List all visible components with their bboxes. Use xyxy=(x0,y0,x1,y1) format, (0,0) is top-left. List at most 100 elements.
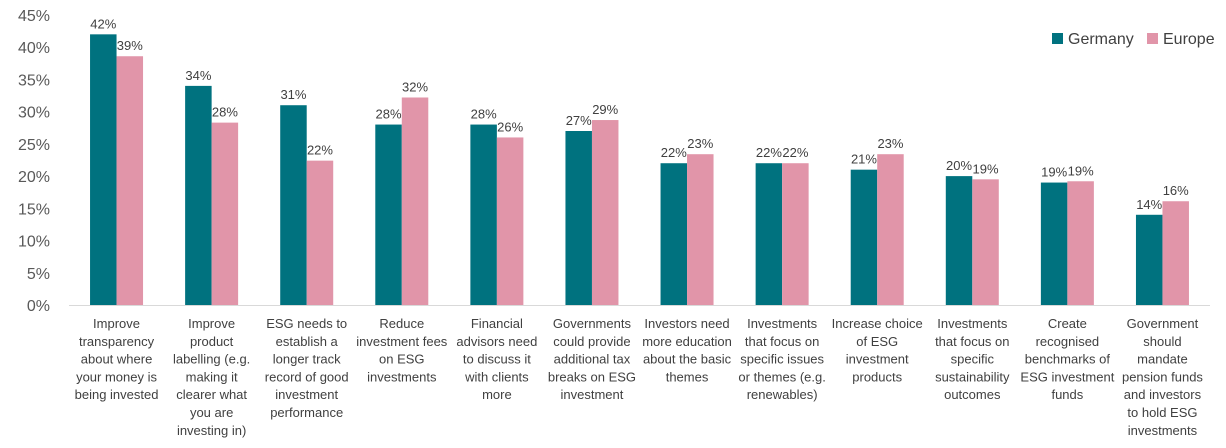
data-label-europe: 26% xyxy=(497,119,523,134)
x-category-label-line: specific xyxy=(951,352,995,367)
y-tick-label: 20% xyxy=(18,169,50,186)
x-category-label: Improve transparency about where your money… xyxy=(75,316,159,402)
data-label-germany: 22% xyxy=(661,145,687,160)
x-category-label-line: renewables) xyxy=(747,387,818,402)
x-category-label-line: or themes (e.g. xyxy=(738,369,825,384)
data-label-germany: 27% xyxy=(566,113,592,128)
bar-germany xyxy=(280,105,307,305)
data-label-germany: 20% xyxy=(946,158,972,173)
y-tick-label: 35% xyxy=(18,72,50,89)
x-category-label-line: performance xyxy=(270,405,343,420)
x-category-label-line: investment xyxy=(846,352,909,367)
x-category-label-line: advisors need xyxy=(456,334,537,349)
data-label-europe: 19% xyxy=(973,161,999,176)
data-label-europe: 32% xyxy=(402,79,428,94)
bar-germany xyxy=(565,131,592,305)
x-category-label-line: Investments xyxy=(937,316,1008,331)
x-category-label-line: recognised xyxy=(1036,334,1100,349)
bar-germany xyxy=(755,163,783,305)
x-category-label: Increase choice of ESG investment products xyxy=(832,316,923,384)
bar-europe xyxy=(687,154,714,305)
bar-europe xyxy=(401,97,429,305)
data-label-europe: 22% xyxy=(307,143,333,158)
x-category-label-line: pension funds xyxy=(1122,369,1203,384)
data-label-europe: 22% xyxy=(782,145,808,160)
x-category-label-line: funds xyxy=(1051,387,1083,402)
x-category-label-line: to discuss it xyxy=(463,352,531,367)
x-category-label-line: and investors xyxy=(1124,387,1202,402)
x-category-label-line: themes xyxy=(666,369,709,384)
x-category-label-line: establish a xyxy=(276,334,339,349)
x-category-label-line: more education xyxy=(642,334,732,349)
x-category-label: Government should mandate pension funds and … xyxy=(1122,316,1203,438)
data-label-europe: 29% xyxy=(592,102,618,117)
x-category-label-line: clearer what xyxy=(176,387,247,402)
bar-europe xyxy=(972,179,999,305)
legend-swatch-europe xyxy=(1147,33,1158,44)
bar-germany xyxy=(1135,214,1163,305)
x-category-label-line: sustainability xyxy=(935,369,1010,384)
bar-europe xyxy=(496,137,524,305)
bar-germany xyxy=(90,34,117,305)
bar-europe xyxy=(116,56,144,305)
legend-label-germany: Germany xyxy=(1068,31,1134,48)
data-label-europe: 39% xyxy=(117,38,143,53)
x-category-label-line: you are xyxy=(190,405,233,420)
x-category-label-line: product xyxy=(190,334,234,349)
legend-swatch-germany xyxy=(1052,33,1063,44)
bar-germany xyxy=(945,176,973,305)
x-category-label-line: making it xyxy=(186,369,238,384)
x-category-label-line: outcomes xyxy=(944,387,1001,402)
x-category-label-line: Government xyxy=(1127,316,1199,331)
x-category-label-line: to hold ESG xyxy=(1127,405,1197,420)
x-category-label-line: more xyxy=(482,387,512,402)
bar-germany xyxy=(1040,182,1068,305)
bar-europe xyxy=(591,120,619,306)
bar-europe xyxy=(877,154,904,305)
x-category-label-line: Investors need xyxy=(644,316,729,331)
x-category-label: Investments that focus on specific sustaina… xyxy=(935,316,1010,402)
bar-europe xyxy=(1162,201,1189,305)
data-label-germany: 22% xyxy=(756,145,782,160)
x-category-label-line: mandate xyxy=(1137,352,1188,367)
data-label-europe: 16% xyxy=(1163,183,1189,198)
x-category-label-line: benchmarks of xyxy=(1025,352,1111,367)
x-category-label-line: investments xyxy=(1128,423,1198,438)
x-category-label: Investments that focus on specific issues o… xyxy=(738,316,825,402)
x-category-label-line: Governments xyxy=(553,316,632,331)
y-tick-label: 10% xyxy=(18,234,50,251)
x-category-label-line: on ESG xyxy=(379,352,425,367)
x-category-label: Governments could provide additional tax br… xyxy=(548,316,636,402)
x-category-label-line: of ESG xyxy=(856,334,898,349)
x-category-label-line: specific issues xyxy=(740,352,824,367)
x-category-label-line: additional tax xyxy=(554,352,631,367)
bar-europe xyxy=(1067,181,1094,305)
x-category-label-line: labelling (e.g. xyxy=(173,352,250,367)
x-category-label-line: investment fees xyxy=(356,334,448,349)
data-label-germany: 21% xyxy=(851,152,877,167)
bar-europe xyxy=(782,163,809,305)
data-label-germany: 31% xyxy=(280,87,306,102)
x-category-label-line: breaks on ESG xyxy=(548,369,636,384)
x-category-label-line: investing in) xyxy=(177,423,246,438)
x-category-label-line: with clients xyxy=(464,369,529,384)
x-category-label-line: being invested xyxy=(75,387,159,402)
x-category-label-line: Reduce xyxy=(379,316,424,331)
x-category-label-line: should xyxy=(1143,334,1181,349)
bar-germany xyxy=(660,163,688,305)
x-category-label-line: investments xyxy=(367,369,437,384)
x-category-label-line: that focus on xyxy=(935,334,1009,349)
legend-label-europe: Europe xyxy=(1163,31,1215,48)
y-tick-label: 30% xyxy=(18,105,50,122)
x-category-label-line: your money is xyxy=(76,369,157,384)
x-category-label-line: investment xyxy=(561,387,624,402)
data-label-europe: 23% xyxy=(687,136,713,151)
x-category-label: Create recognised benchmarks of ESG investm… xyxy=(1020,316,1114,402)
x-category-label-line: investment xyxy=(275,387,338,402)
x-category-label-line: that focus on xyxy=(745,334,819,349)
data-label-germany: 42% xyxy=(90,16,116,31)
x-category-label-line: ESG investment xyxy=(1020,369,1114,384)
y-tick-label: 0% xyxy=(27,298,50,315)
